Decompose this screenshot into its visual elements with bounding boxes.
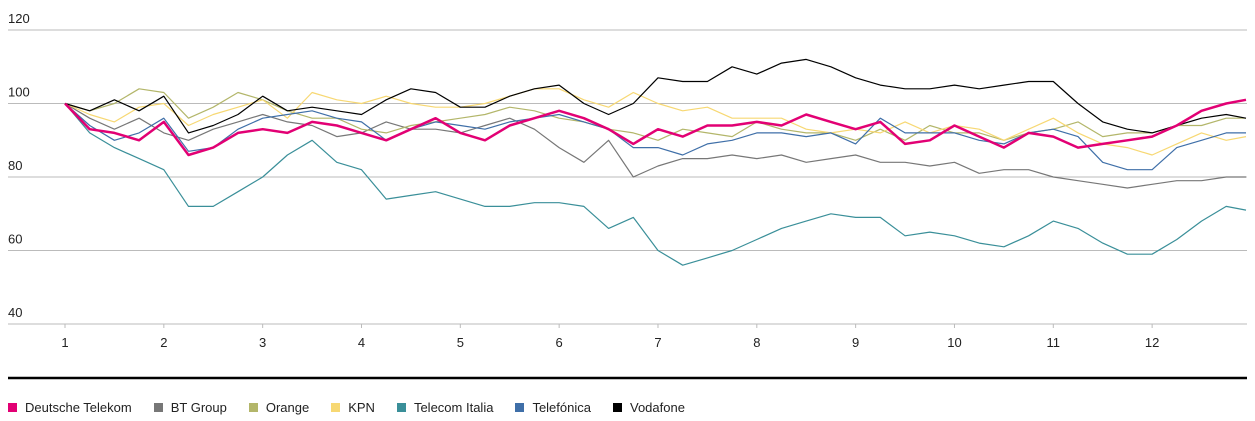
- legend-item: Telefónica: [515, 400, 591, 415]
- y-tick-label: 60: [8, 232, 22, 247]
- y-tick-label: 100: [8, 85, 30, 100]
- x-tick-label: 1: [61, 335, 68, 350]
- legend-label: KPN: [348, 400, 375, 415]
- legend-label: BT Group: [170, 400, 227, 415]
- series-line: [64, 88, 1247, 156]
- series-line: [64, 98, 1247, 157]
- x-tick-label: 9: [852, 335, 859, 350]
- series-line: [64, 58, 1247, 134]
- y-tick-label: 40: [8, 305, 22, 320]
- x-tick-label: 3: [259, 335, 266, 350]
- legend-item: Deutsche Telekom: [8, 400, 132, 415]
- y-tick-label: 120: [8, 11, 30, 26]
- x-tick-label: 4: [358, 335, 365, 350]
- legend-swatch: [396, 403, 406, 412]
- legend-swatch: [612, 403, 622, 412]
- legend: Deutsche Telekom BT Group Orange KPN Telecom…: [8, 400, 707, 415]
- legend-swatch: [8, 403, 17, 412]
- legend-label: Orange: [265, 400, 310, 415]
- x-tick-label: 2: [160, 335, 167, 350]
- x-tick-label: 10: [947, 335, 961, 350]
- legend-label: Telefónica: [532, 400, 591, 415]
- legend-label: Telecom Italia: [413, 400, 494, 415]
- legend-swatch: [331, 403, 341, 412]
- legend-item: Orange: [248, 400, 310, 415]
- legend-swatch: [153, 403, 163, 412]
- legend-item: Vodafone: [612, 400, 685, 415]
- legend-swatch: [248, 403, 258, 412]
- x-tick-label: 11: [1047, 335, 1061, 350]
- legend-item: BT Group: [153, 400, 227, 415]
- x-tick-label: 12: [1145, 335, 1159, 350]
- series-line: [64, 102, 1246, 189]
- x-tick-label: 5: [457, 335, 464, 350]
- y-tick-label: 80: [8, 158, 22, 173]
- legend-label: Deutsche Telekom: [25, 400, 132, 415]
- legend-swatch: [515, 403, 525, 412]
- legend-item: KPN: [331, 400, 375, 415]
- legend-label: Vodafone: [629, 400, 685, 415]
- legend-item: Telecom Italia: [396, 400, 494, 415]
- series-line: [64, 103, 1247, 266]
- x-tick-label: 8: [753, 335, 760, 350]
- x-tick-label: 6: [556, 335, 563, 350]
- series-line: [64, 103, 1246, 171]
- x-tick-label: 7: [654, 335, 661, 350]
